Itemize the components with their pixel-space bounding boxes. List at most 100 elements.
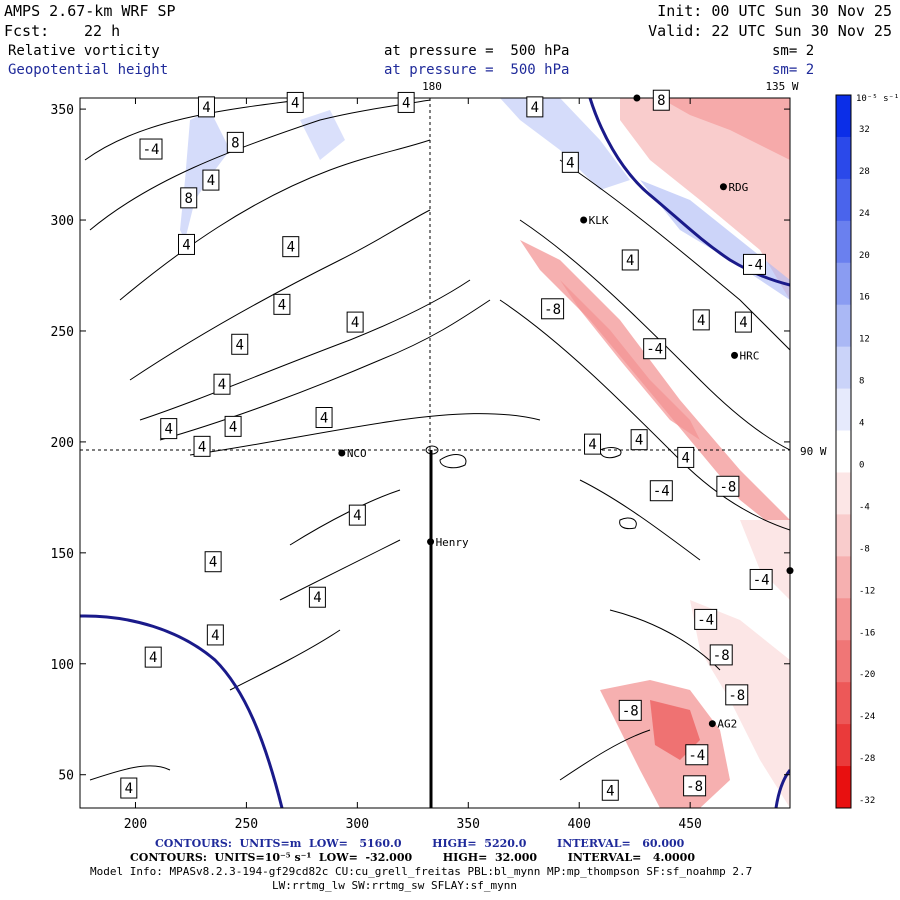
x-tick-label: 350: [457, 817, 480, 832]
colorbar-label: 12: [859, 335, 870, 345]
forecast-label: Fcst:: [4, 22, 50, 40]
contour-label-text: -8: [728, 688, 745, 704]
station-marker: [719, 183, 727, 191]
colorbar-swatch: [836, 514, 851, 557]
negative-vorticity-shading: [660, 98, 790, 160]
contour-label-text: 4: [229, 419, 237, 435]
axis-ticks: 200 250 300 350 400 450 50 100 150 200 250 300 350: [51, 98, 790, 832]
station-marker: [338, 449, 346, 457]
contour-label: -8: [541, 298, 565, 320]
y-tick-label: 150: [51, 547, 74, 562]
contour-label-text: -4: [653, 484, 670, 500]
contour-label-box: [694, 608, 718, 630]
contour-label-text: -4: [688, 748, 705, 764]
contour-label-text: 4: [697, 313, 705, 329]
colorbar-label: -24: [859, 712, 875, 722]
contour-label-text: 4: [739, 315, 747, 331]
contour-label: 4: [601, 779, 619, 801]
colorbar-label: 8: [859, 377, 864, 387]
contour-label: -8: [618, 699, 642, 721]
colorbar-label: 20: [859, 251, 870, 261]
contour-label-box: [561, 151, 579, 173]
contour-label-box: [282, 236, 300, 258]
negative-vorticity-shading: [740, 520, 790, 600]
contour-label-box: [630, 429, 648, 451]
contour-label-text: -4: [753, 572, 770, 588]
contour-label: 4: [178, 233, 195, 255]
contour-label: 4: [348, 504, 366, 526]
contour-label-text: -4: [143, 142, 160, 158]
contour-label-box: [601, 779, 619, 801]
contour-label: 4: [160, 418, 178, 440]
contour-label-box: [397, 91, 415, 113]
contour-label-box: [725, 684, 749, 706]
contour-label: 4: [286, 91, 304, 113]
contour-label: 4: [315, 407, 333, 428]
contour-label-text: 8: [657, 93, 665, 109]
colorbar-label: -16: [859, 628, 875, 638]
station-marker: [427, 538, 435, 546]
contour-label-box: [273, 293, 291, 315]
contour-label-box: [709, 644, 733, 666]
colorbar-swatch: [836, 95, 851, 138]
colorbar-frame: [835, 94, 852, 809]
contour-label-box: [224, 415, 242, 437]
contour-label-box: [618, 699, 642, 721]
contour-label: 4: [621, 249, 639, 271]
height-contours-info: CONTOURS: UNITS=m LOW= 5160.0 HIGH= 5220…: [155, 837, 685, 850]
colorbar-swatch: [836, 136, 851, 180]
contour-label-text: 4: [606, 783, 614, 799]
contour-label: -4: [743, 253, 766, 275]
contour-label-text: 4: [351, 315, 359, 331]
y-tick-label: 350: [51, 103, 74, 118]
contour-label-box: [649, 480, 673, 502]
station-label: NCO: [347, 447, 367, 460]
contour-label: 4: [231, 333, 249, 355]
colorbar-label: 32: [859, 125, 870, 135]
station-label: AG2: [717, 718, 737, 731]
negative-vorticity-shading: [560, 280, 700, 440]
contour-label-text: 4: [313, 590, 321, 606]
contour-label: -4: [643, 338, 667, 360]
contour-label-text: 4: [291, 95, 299, 111]
colorbar-label: -8: [859, 544, 870, 554]
contour-label-box: [541, 298, 565, 320]
positive-vorticity-shading: [500, 98, 630, 190]
contour-label: 4: [346, 311, 364, 333]
contour-label-box: [202, 169, 220, 191]
contour-label-box: [139, 138, 163, 160]
colorbar-swatch: [836, 472, 851, 515]
colorbar-swatch: [836, 388, 851, 432]
contour-label-text: 4: [626, 253, 634, 269]
contour-label-box: [749, 568, 773, 590]
contour-label-text: -8: [622, 703, 639, 719]
contour-label: 4: [202, 169, 220, 191]
contour-label: 4: [224, 415, 242, 437]
contour-label-text: 4: [531, 100, 539, 116]
station-marker: [708, 720, 716, 728]
contour-label-text: 4: [353, 508, 361, 524]
contour-label-text: -8: [544, 302, 561, 318]
colorbar-label: 4: [859, 419, 864, 429]
contour-label-box: [144, 646, 162, 668]
y-tick-label: 100: [51, 658, 74, 673]
contour-label: 4: [193, 435, 211, 457]
colorbar-swatch: [836, 598, 851, 641]
contour-label-box: [734, 311, 752, 333]
colorbar-swatch: [836, 724, 851, 767]
contour-label: -4: [685, 744, 709, 766]
station-marker: [786, 567, 794, 575]
colorbar-swatch: [836, 220, 851, 264]
contour-label-box: [226, 131, 244, 153]
contour-label-box: [685, 744, 709, 766]
contour-label-box: [308, 586, 326, 608]
field2-smooth: sm= 2: [772, 62, 815, 78]
field1-smooth: sm= 2: [772, 43, 815, 59]
contour-label: 8: [652, 89, 670, 111]
contour-label-box: [193, 435, 211, 457]
model-name: AMPS 2.67-km WRF SP: [4, 2, 176, 20]
contour-label: 4: [273, 293, 291, 315]
colorbar-swatch: [836, 178, 851, 222]
contour-label-box: [716, 475, 740, 497]
